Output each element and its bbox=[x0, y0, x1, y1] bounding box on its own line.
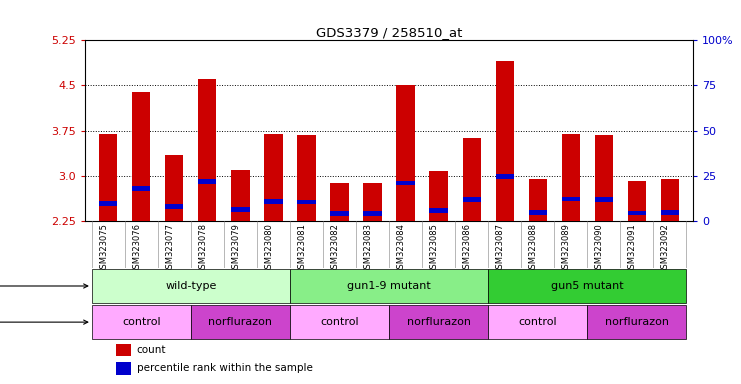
Text: GSM323087: GSM323087 bbox=[496, 223, 505, 274]
Bar bbox=[199, 179, 216, 184]
Bar bbox=[165, 155, 184, 221]
Text: GSM323079: GSM323079 bbox=[231, 223, 240, 274]
Text: GSM323090: GSM323090 bbox=[595, 223, 604, 274]
Text: control: control bbox=[320, 317, 359, 327]
Bar bbox=[290, 269, 488, 303]
Text: GSM323077: GSM323077 bbox=[165, 223, 174, 274]
Bar bbox=[488, 269, 686, 303]
Text: GSM323085: GSM323085 bbox=[430, 223, 439, 274]
Bar bbox=[133, 186, 150, 191]
Text: GSM323083: GSM323083 bbox=[364, 223, 373, 274]
Text: count: count bbox=[137, 345, 167, 355]
Bar bbox=[116, 362, 130, 374]
Bar bbox=[191, 305, 290, 339]
Text: percentile rank within the sample: percentile rank within the sample bbox=[137, 363, 313, 373]
Bar bbox=[628, 211, 645, 215]
Text: GSM323080: GSM323080 bbox=[265, 223, 273, 274]
Bar bbox=[330, 183, 348, 221]
Text: GSM323092: GSM323092 bbox=[661, 223, 670, 274]
Text: wild-type: wild-type bbox=[165, 281, 216, 291]
Text: GSM323091: GSM323091 bbox=[628, 223, 637, 274]
Bar bbox=[528, 210, 547, 215]
Bar bbox=[297, 200, 316, 204]
Bar bbox=[231, 207, 250, 212]
Text: norflurazon: norflurazon bbox=[407, 317, 471, 327]
Bar bbox=[92, 305, 191, 339]
Title: GDS3379 / 258510_at: GDS3379 / 258510_at bbox=[316, 26, 462, 39]
Text: GSM323088: GSM323088 bbox=[528, 223, 538, 274]
Bar bbox=[430, 208, 448, 213]
Text: control: control bbox=[122, 317, 161, 327]
Bar bbox=[265, 200, 282, 204]
Bar bbox=[488, 305, 587, 339]
Bar bbox=[363, 183, 382, 221]
Bar bbox=[290, 305, 389, 339]
Text: norflurazon: norflurazon bbox=[208, 317, 273, 327]
Bar bbox=[363, 211, 382, 216]
Bar bbox=[92, 269, 290, 303]
Text: gun5 mutant: gun5 mutant bbox=[551, 281, 623, 291]
Bar bbox=[562, 197, 579, 201]
Bar bbox=[297, 135, 316, 221]
Bar bbox=[116, 344, 130, 356]
Bar bbox=[528, 179, 547, 221]
Bar bbox=[330, 211, 348, 216]
Bar bbox=[594, 197, 613, 202]
Bar bbox=[430, 171, 448, 221]
Text: GSM323086: GSM323086 bbox=[462, 223, 471, 274]
Bar bbox=[628, 180, 645, 221]
Bar bbox=[496, 61, 514, 221]
Bar bbox=[462, 197, 481, 202]
Bar bbox=[199, 79, 216, 221]
Bar bbox=[587, 305, 686, 339]
Text: gun1-9 mutant: gun1-9 mutant bbox=[347, 281, 431, 291]
Text: GSM323076: GSM323076 bbox=[133, 223, 142, 274]
Bar bbox=[265, 134, 282, 221]
Text: GSM323081: GSM323081 bbox=[297, 223, 307, 274]
Bar bbox=[594, 135, 613, 221]
Bar bbox=[99, 134, 117, 221]
Text: GSM323084: GSM323084 bbox=[396, 223, 405, 274]
Text: genotype/variation: genotype/variation bbox=[0, 281, 87, 291]
Bar bbox=[661, 210, 679, 215]
Bar bbox=[396, 181, 415, 185]
Text: norflurazon: norflurazon bbox=[605, 317, 668, 327]
Bar bbox=[165, 204, 184, 209]
Text: GSM323082: GSM323082 bbox=[330, 223, 339, 274]
Text: GSM323078: GSM323078 bbox=[199, 223, 207, 274]
Bar bbox=[396, 86, 415, 221]
Bar bbox=[562, 134, 579, 221]
Text: agent: agent bbox=[0, 317, 87, 327]
Text: control: control bbox=[518, 317, 557, 327]
Bar bbox=[231, 170, 250, 221]
Text: GSM323075: GSM323075 bbox=[99, 223, 108, 274]
Text: GSM323089: GSM323089 bbox=[562, 223, 571, 274]
Bar bbox=[99, 201, 117, 206]
Bar bbox=[661, 179, 679, 221]
Bar bbox=[462, 139, 481, 221]
Bar bbox=[133, 91, 150, 221]
Bar bbox=[389, 305, 488, 339]
Bar bbox=[496, 174, 514, 179]
